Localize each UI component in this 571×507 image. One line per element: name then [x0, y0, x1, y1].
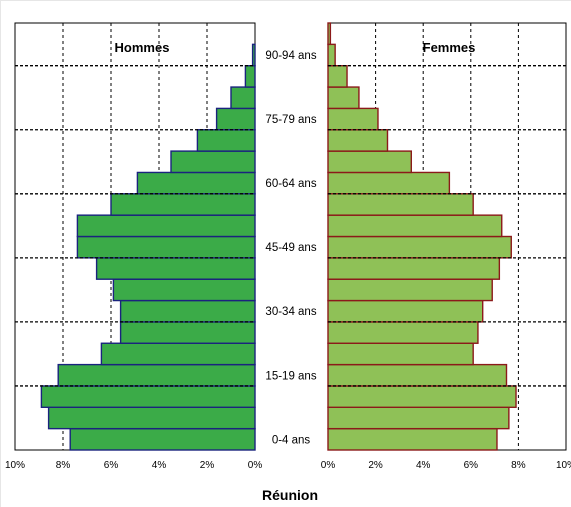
femmes-xtick-label: 6%	[464, 460, 479, 471]
hommes-bar-75-79-ans	[215, 107, 256, 131]
femmes-xtick-label: 4%	[416, 460, 431, 471]
hommes-bar-35-39-ans	[112, 278, 256, 302]
hommes-bar-65-69-ans	[170, 150, 256, 174]
femmes-bar-60-64-ans	[327, 171, 451, 195]
left-border-line	[0, 0, 1, 507]
femmes-bar-75-79-ans	[327, 107, 379, 131]
hommes-bar-60-64-ans	[136, 171, 256, 195]
femmes-bar-40-44-ans	[327, 257, 501, 280]
hommes-bar-25-29-ans	[119, 321, 256, 344]
hommes-title: Hommes	[115, 40, 170, 55]
hommes-xtick-label: 6%	[104, 460, 119, 471]
age-label: 15-19 ans	[265, 370, 316, 382]
femmes-bar-70-74-ans	[327, 129, 389, 152]
femmes-bar-95-ans	[327, 22, 332, 46]
hommes-panel: 10% 8% 6% 4% 2% 0%	[5, 22, 263, 471]
femmes-bar-50-54-ans	[327, 214, 503, 238]
hommes-xtick-label: 10%	[5, 460, 25, 471]
femmes-bar-35-39-ans	[327, 278, 493, 302]
top-border-line	[0, 0, 571, 1]
age-label: 30-34 ans	[265, 306, 316, 318]
hommes-xtick-label: 8%	[56, 460, 71, 471]
femmes-xtick-label: 10%	[556, 460, 571, 471]
femmes-bar-45-49-ans	[327, 235, 512, 259]
hommes-bar-5-9-ans	[47, 406, 256, 430]
hommes-bar-40-44-ans	[95, 257, 256, 280]
age-label: 45-49 ans	[265, 242, 316, 254]
femmes-bar-65-69-ans	[327, 150, 413, 174]
femmes-bar-15-19-ans	[327, 363, 508, 387]
hommes-bar-90-94-ans	[251, 43, 256, 67]
hommes-bar-50-54-ans	[76, 214, 256, 238]
femmes-bar-10-14-ans	[327, 385, 517, 409]
femmes-bar-20-24-ans	[327, 342, 474, 366]
age-label: 0-4 ans	[272, 434, 311, 446]
hommes-xtick-label: 2%	[200, 460, 215, 471]
hommes-xtick-label: 4%	[152, 460, 167, 471]
hommes-bar-10-14-ans	[40, 385, 256, 409]
femmes-bar-0-4-ans	[327, 427, 498, 451]
femmes-xtick-label: 2%	[368, 460, 383, 471]
femmes-bar-80-84-ans	[327, 86, 360, 110]
femmes-bar-55-59-ans	[327, 193, 474, 216]
femmes-bar-90-94-ans	[327, 43, 336, 67]
hommes-bar-85-89-ans	[244, 64, 256, 88]
femmes-bar-85-89-ans	[327, 64, 348, 88]
hommes-bar-0-4-ans	[69, 427, 256, 451]
femmes-xtick-label: 8%	[511, 460, 526, 471]
age-label: 90-94 ans	[265, 50, 316, 62]
hommes-bar-15-19-ans	[57, 363, 256, 387]
hommes-bar-80-84-ans	[230, 86, 256, 110]
femmes-xtick-label: 0%	[321, 460, 336, 471]
hommes-bar-20-24-ans	[100, 342, 256, 366]
hommes-bar-70-74-ans	[196, 129, 256, 152]
femmes-bar-5-9-ans	[327, 406, 510, 430]
femmes-panel: 0% 2% 4% 6% 8% 10%	[321, 22, 571, 471]
femmes-title: Femmes	[423, 40, 476, 55]
hommes-bar-30-34-ans	[119, 299, 256, 323]
hommes-xtick-label: 0%	[248, 460, 263, 471]
age-labels: 0-4 ans 15-19 ans 30-34 ans 45-49 ans 60-64 …	[265, 50, 316, 446]
femmes-bar-25-29-ans	[327, 321, 479, 344]
femmes-bar-30-34-ans	[327, 299, 484, 323]
chart-title: Réunion	[262, 487, 318, 503]
age-label: 60-64 ans	[265, 178, 316, 190]
hommes-bar-55-59-ans	[110, 193, 256, 216]
age-label: 75-79 ans	[265, 114, 316, 126]
hommes-bar-45-49-ans	[76, 235, 256, 259]
